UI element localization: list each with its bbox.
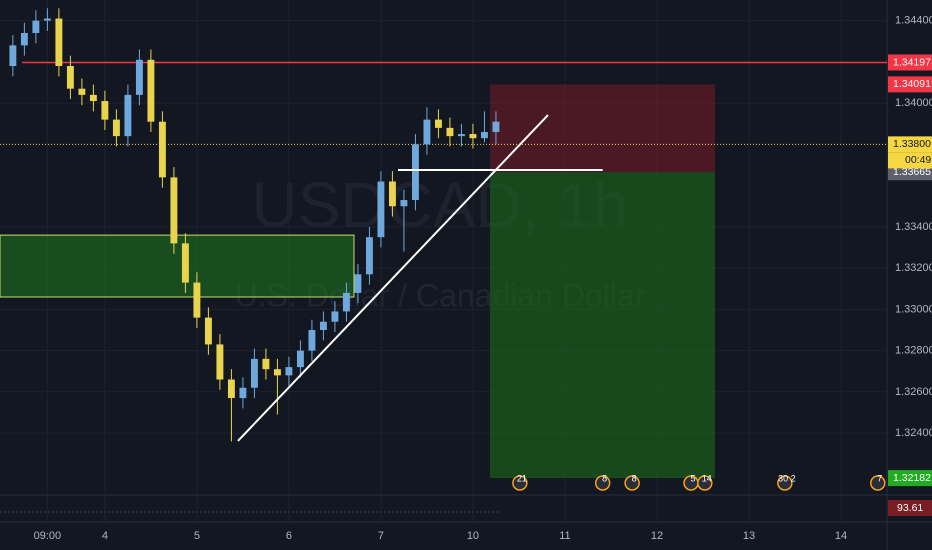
candle-body xyxy=(377,181,385,238)
candle-body xyxy=(216,344,224,380)
trendline xyxy=(237,114,549,442)
candle-body xyxy=(342,292,350,312)
y-tick-label: 1.32600 xyxy=(895,386,932,398)
candle-body xyxy=(423,119,431,145)
candle-body xyxy=(331,311,339,322)
x-tick-label: 14 xyxy=(835,530,847,542)
candle-body xyxy=(124,94,132,137)
candle-body xyxy=(158,121,166,178)
risk-zone xyxy=(489,84,715,173)
reward-zone xyxy=(489,172,715,479)
candle-body xyxy=(55,18,63,66)
candle-body xyxy=(193,282,201,318)
x-tick-label: 4 xyxy=(102,530,108,542)
candle-body xyxy=(365,237,373,275)
candle-body xyxy=(457,134,465,137)
event-count: 8 xyxy=(632,473,637,483)
candle-body xyxy=(112,119,120,137)
x-tick-label: 7 xyxy=(378,530,384,542)
candle-body xyxy=(78,88,86,95)
event-icon xyxy=(624,475,640,491)
candle-body xyxy=(469,134,477,139)
candle-body xyxy=(181,243,189,283)
support-zone xyxy=(0,234,355,298)
price-label-box xyxy=(888,470,932,487)
y-tick-label: 1.34000 xyxy=(895,97,932,109)
x-tick-label: 6 xyxy=(286,530,292,542)
price-label-box xyxy=(888,54,932,71)
candle-body xyxy=(411,144,419,201)
event-icon xyxy=(777,475,793,491)
candle-body xyxy=(101,101,109,120)
candle-body xyxy=(446,127,454,137)
candle-body xyxy=(135,59,143,95)
candle-body xyxy=(388,181,396,207)
price-label-box xyxy=(888,136,932,153)
candle-body xyxy=(204,317,212,345)
indicator-label-box xyxy=(888,500,932,516)
event-icon xyxy=(870,475,886,491)
event-count: 30 2 xyxy=(778,473,796,483)
candle-body xyxy=(308,330,316,351)
candle-body xyxy=(89,94,97,102)
x-tick-label: 12 xyxy=(651,530,663,542)
candle-body xyxy=(492,121,500,132)
event-count: 21 xyxy=(517,473,527,483)
candle-body xyxy=(239,387,247,399)
candle-body xyxy=(227,379,235,399)
candle-body xyxy=(147,59,155,122)
y-tick-label: 1.32400 xyxy=(895,427,932,439)
candle-body xyxy=(20,33,28,46)
candle-body xyxy=(319,321,327,330)
price-label-box xyxy=(888,76,932,93)
candle-body xyxy=(480,132,488,139)
y-tick-label: 1.34400 xyxy=(895,15,932,27)
event-icon xyxy=(512,475,528,491)
candle-body xyxy=(434,119,442,128)
candle-body xyxy=(400,200,408,207)
event-count: 14 xyxy=(702,473,712,483)
candle-body xyxy=(354,274,362,293)
price-label: 1.32182 xyxy=(893,472,931,484)
y-tick-label: 1.33000 xyxy=(895,303,932,315)
price-label: 1.34091 xyxy=(893,78,931,90)
x-tick-label: 11 xyxy=(559,530,570,542)
y-tick-label: 1.33400 xyxy=(895,221,932,233)
x-tick-label: 13 xyxy=(743,530,755,542)
x-tick-label: 10 xyxy=(467,530,479,542)
x-tick-label: 09:00 xyxy=(34,530,62,542)
event-count: 8 xyxy=(602,473,607,483)
x-tick-label: 5 xyxy=(194,530,200,542)
candle-body xyxy=(285,367,293,376)
countdown-box xyxy=(888,152,932,169)
candle-body xyxy=(66,66,74,89)
price-label: 1.33800 xyxy=(893,138,931,150)
event-icon xyxy=(594,475,611,491)
candle-body xyxy=(170,177,178,244)
price-label: 1.33665 xyxy=(893,166,931,178)
event-count: 5 xyxy=(691,473,696,483)
candle-body xyxy=(262,358,270,370)
event-count: 7 xyxy=(877,473,882,483)
candle-body xyxy=(273,369,281,376)
countdown: 00:49 xyxy=(905,154,931,166)
candle-body xyxy=(43,18,51,21)
candle-body xyxy=(296,350,304,368)
y-tick-label: 1.32800 xyxy=(895,345,932,357)
candle-body xyxy=(32,20,40,33)
y-tick-label: 1.33200 xyxy=(895,262,932,274)
event-icon xyxy=(697,475,713,491)
indicator-label: 93.61 xyxy=(897,502,923,514)
candle-body xyxy=(9,45,17,66)
candle-body xyxy=(250,358,258,388)
price-label: 1.34197 xyxy=(893,56,931,68)
